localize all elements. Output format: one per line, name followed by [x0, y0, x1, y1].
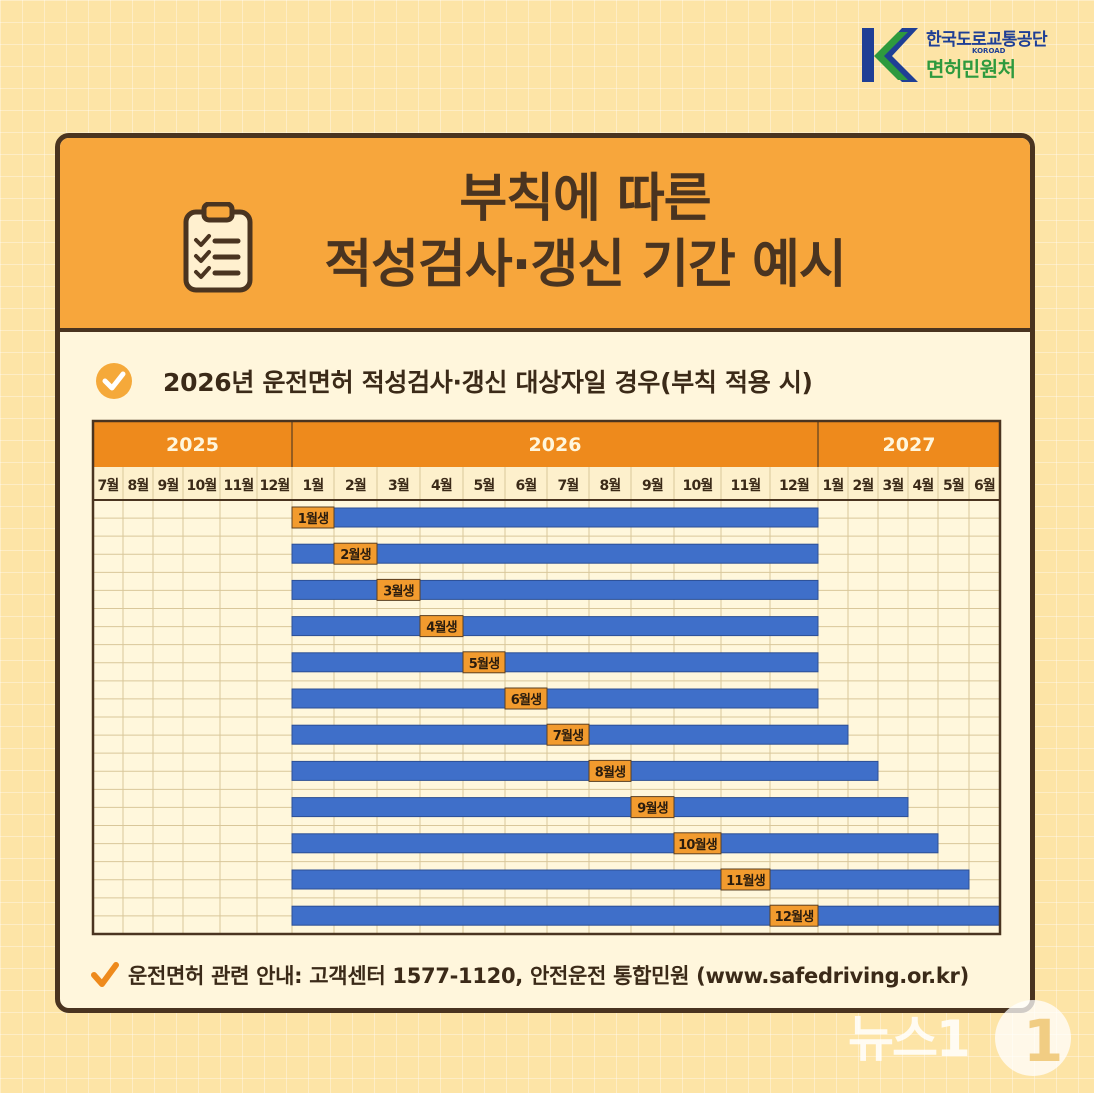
- bar-label-bg: [333, 542, 378, 565]
- year-header-bg: [93, 421, 1000, 467]
- gantt-bar: [291, 507, 819, 528]
- bar-label: 5월생: [469, 656, 500, 672]
- month-label: 3월: [882, 477, 903, 494]
- news1-watermark: 1 뉴스1: [848, 993, 1078, 1087]
- bar-label: 1월생: [298, 511, 329, 527]
- month-label: 7월: [97, 477, 118, 494]
- watermark-text: 뉴스1: [848, 1010, 971, 1068]
- month-label: 11월: [224, 477, 254, 494]
- bar-label: 6월생: [511, 692, 542, 708]
- title-line-2: 적성검사·갱신 기간 예시: [324, 235, 846, 295]
- gantt-bar: [291, 579, 819, 600]
- koroad-logo: 한국도로교통공단 KOROAD 면허민원처: [862, 26, 1048, 84]
- month-label: 7월: [557, 477, 578, 494]
- month-label: 5월: [473, 477, 494, 494]
- month-label: 9월: [642, 477, 663, 494]
- year-label: 2026: [529, 434, 582, 456]
- card-header: 부칙에 따른 적성검사·갱신 기간 예시: [60, 138, 1030, 332]
- bar-label-bg: [769, 904, 819, 927]
- bar-label-bg: [462, 651, 506, 674]
- page-title: 부칙에 따른 적성검사·갱신 기간 예시: [290, 166, 880, 298]
- year-label: 2025: [166, 434, 219, 456]
- gantt-bar: [291, 760, 879, 781]
- bar-label: 9월생: [637, 801, 668, 817]
- month-label: 1월: [822, 477, 843, 494]
- month-label: 2월: [852, 477, 873, 494]
- gantt-bar: [291, 688, 819, 709]
- clipboard-checklist-icon: [183, 202, 253, 293]
- bar-label: 2월생: [340, 547, 371, 563]
- bar-label: 7월생: [553, 728, 584, 744]
- bar-label-bg: [630, 796, 675, 819]
- year-label: 2027: [883, 434, 936, 456]
- chart-subtitle: 2026년 운전면허 적성검사·갱신 대상자일 경우(부칙 적용 시): [163, 368, 813, 397]
- svg-text:1: 1: [1023, 1007, 1063, 1075]
- month-label: 12월: [779, 477, 809, 494]
- month-label: 2월: [345, 477, 366, 494]
- gantt-bar: [291, 833, 939, 854]
- gantt-bar: [291, 869, 970, 890]
- bar-label-bg: [419, 615, 464, 638]
- bar-label-bg: [720, 868, 771, 891]
- chart-frame: [91, 419, 1002, 936]
- bar-label: 8월생: [595, 764, 626, 780]
- month-label: 4월: [912, 477, 933, 494]
- month-label: 6월: [974, 477, 995, 494]
- bar-label: 3월생: [383, 583, 414, 599]
- logo-org-name: 한국도로교통공단: [926, 29, 1048, 50]
- month-label: 10월: [187, 477, 217, 494]
- footer-row: 운전면허 관련 안내: 고객센터 1577-1120, 안전운전 통합민원 (w…: [90, 960, 969, 990]
- gantt-bar: [291, 616, 819, 637]
- bar-label: 11월생: [726, 873, 765, 889]
- month-label: 6월: [515, 477, 536, 494]
- month-label: 9월: [157, 477, 178, 494]
- month-label: 11월: [731, 477, 761, 494]
- gantt-bar: [291, 652, 819, 673]
- month-label: 4월: [431, 477, 452, 494]
- koroad-k-icon: [862, 28, 918, 82]
- checkmark-icon: [91, 962, 119, 987]
- month-label: 10월: [683, 477, 713, 494]
- subtitle-row: 2026년 운전면허 적성검사·갱신 대상자일 경우(부칙 적용 시): [95, 362, 813, 400]
- logo-org-en: KOROAD: [972, 46, 1006, 55]
- bar-label-bg: [673, 832, 722, 855]
- month-label: 8월: [127, 477, 148, 494]
- gantt-chart: 2025 2026 2027 7월 8월 9월 10월 11월 12월 1월 2월 3월 4월 5월 6월 7…: [91, 419, 1002, 936]
- bar-label: 4월생: [426, 620, 457, 636]
- bar-label-bg: [291, 506, 335, 529]
- bar-label-bg: [376, 578, 421, 601]
- bar-label-bg: [546, 723, 590, 746]
- bar-label: 10월생: [678, 837, 717, 853]
- check-circle-icon: [96, 363, 132, 399]
- month-label: 3월: [388, 477, 409, 494]
- info-card: 부칙에 따른 적성검사·갱신 기간 예시 2026년 운전면허 적성검사·갱신 …: [55, 133, 1035, 1013]
- title-line-1: 부칙에 따른: [459, 169, 711, 229]
- bar-label: 12월생: [775, 909, 814, 925]
- month-label: 8월: [599, 477, 620, 494]
- footer-info: 운전면허 관련 안내: 고객센터 1577-1120, 안전운전 통합민원 (w…: [128, 964, 969, 988]
- bar-label-bg: [504, 687, 548, 710]
- gantt-bar: [291, 905, 1001, 926]
- gantt-bar: [291, 543, 819, 564]
- bar-label-bg: [588, 759, 632, 782]
- news1-logo-icon: 1: [995, 1000, 1071, 1076]
- month-label: 12월: [260, 477, 290, 494]
- month-label: 5월: [943, 477, 964, 494]
- logo-dept: 면허민원처: [926, 56, 1016, 81]
- gantt-bar: [291, 797, 909, 818]
- month-label: 1월: [302, 477, 323, 494]
